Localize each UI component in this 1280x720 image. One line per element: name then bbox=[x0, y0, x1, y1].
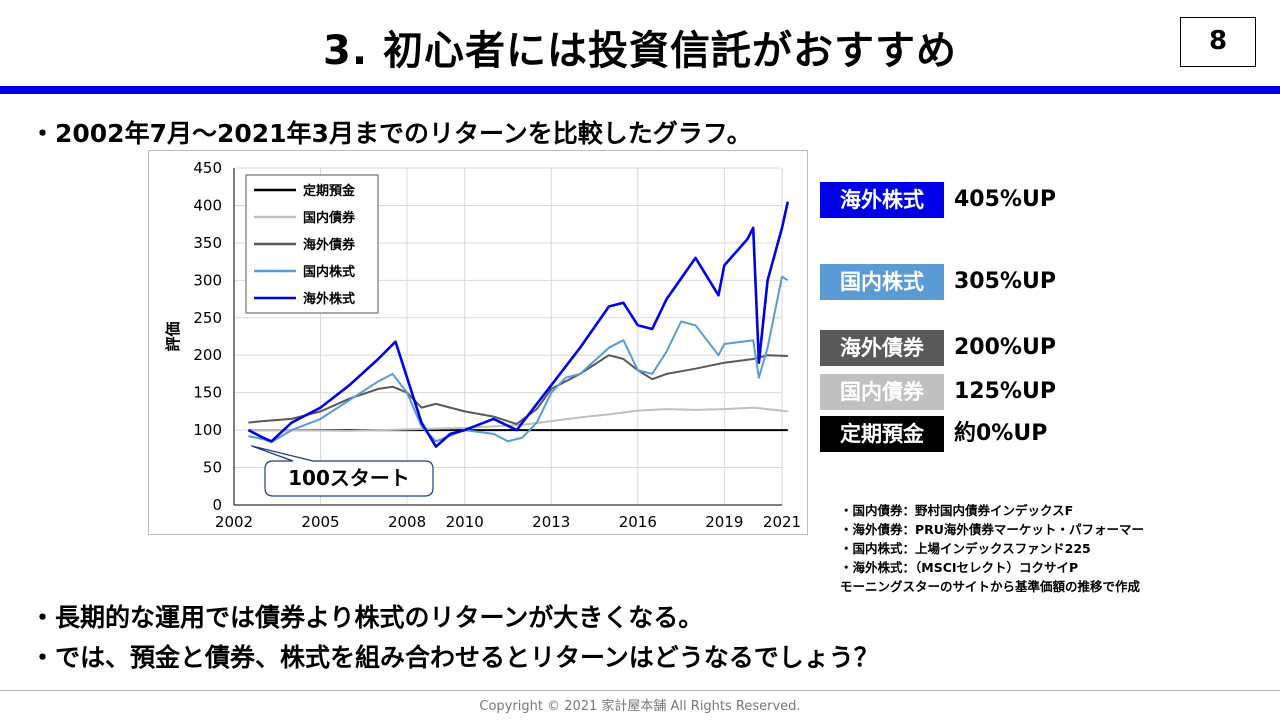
x-tick-label: 2019 bbox=[705, 513, 743, 531]
return-label-value: 125%UP bbox=[954, 379, 1056, 404]
return-label-value: 約0%UP bbox=[954, 421, 1048, 446]
x-tick-label: 2021 bbox=[763, 513, 801, 531]
x-tick-label: 2013 bbox=[532, 513, 570, 531]
return-label-tag: 海外債券 bbox=[820, 330, 944, 366]
y-tick-label: 0 bbox=[212, 496, 222, 514]
legend-label: 定期預金 bbox=[302, 183, 356, 199]
y-tick-label: 50 bbox=[203, 459, 222, 477]
series-line bbox=[248, 406, 788, 432]
footer-divider bbox=[0, 690, 1280, 691]
return-label-value: 305%UP bbox=[954, 269, 1056, 294]
y-tick-label: 200 bbox=[193, 346, 222, 364]
series-line bbox=[247, 201, 790, 448]
start-callout-text: 100スタート bbox=[288, 466, 410, 490]
legend-label: 海外株式 bbox=[303, 291, 355, 307]
x-tick-label: 2005 bbox=[301, 513, 339, 531]
copyright-footer: Copyright © 2021 家計屋本舗 All Rights Reserv… bbox=[479, 699, 801, 714]
x-tick-label: 2010 bbox=[446, 513, 484, 531]
return-label-tag: 海外株式 bbox=[820, 182, 944, 218]
x-tick-label: 2002 bbox=[215, 513, 253, 531]
x-tick-label: 2008 bbox=[388, 513, 426, 531]
note-line: モーニングスターのサイトから基準価額の推移で作成 bbox=[840, 579, 1141, 594]
note-line: ・国内株式：上場インデックスファンド225 bbox=[840, 541, 1091, 556]
conclusion-bullet-1: ・長期的な運用では債券より株式のリターンが大きくなる。 bbox=[30, 603, 704, 632]
note-line: ・国内債券：野村国内債券インデックスF bbox=[840, 503, 1074, 518]
x-tick-label: 2016 bbox=[619, 513, 657, 531]
y-axis-label: 評価 bbox=[164, 321, 182, 351]
y-tick-label: 300 bbox=[193, 271, 222, 289]
note-line: ・海外債券：PRU海外債券マーケット・パフォーマー bbox=[840, 522, 1144, 537]
return-line-chart: 0 50 100 150 200 250 300 350 400 450 2002 2005 2008 2… bbox=[164, 159, 801, 531]
data-source-notes: ・国内債券：野村国内債券インデックスF ・海外債券：PRU海外債券マーケット・パ… bbox=[840, 501, 1144, 596]
y-tick-label: 250 bbox=[193, 309, 222, 327]
y-tick-label: 150 bbox=[193, 384, 222, 402]
page-title: 3. 初心者には投資信託がおすすめ bbox=[323, 28, 957, 74]
series-line bbox=[248, 275, 789, 444]
note-line: ・海外株式：（MSCIセレクト）コクサイP bbox=[840, 560, 1079, 575]
legend-label: 国内債券 bbox=[303, 210, 356, 226]
y-tick-label: 450 bbox=[193, 159, 222, 177]
return-label-value: 200%UP bbox=[954, 335, 1056, 360]
y-tick-label: 100 bbox=[193, 421, 222, 439]
return-label-tag: 国内株式 bbox=[820, 264, 944, 300]
return-label-tag: 国内債券 bbox=[820, 374, 944, 410]
page-number: 8 bbox=[1180, 17, 1256, 67]
return-label-value: 405%UP bbox=[954, 187, 1056, 212]
start-callout-bubble bbox=[251, 445, 434, 497]
y-tick-label: 350 bbox=[193, 234, 222, 252]
y-tick-label: 400 bbox=[193, 196, 222, 214]
conclusion-bullet-2: ・では、預金と債券、株式を組み合わせるとリターンはどうなるでしょう？ bbox=[30, 643, 879, 672]
intro-bullet: ・2002年7月～2021年3月までのリターンを比較したグラフ。 bbox=[30, 119, 752, 148]
title-divider bbox=[0, 86, 1280, 94]
legend-label: 海外債券 bbox=[303, 237, 356, 253]
return-label-tag: 定期預金 bbox=[820, 416, 944, 452]
legend-label: 国内株式 bbox=[303, 264, 355, 280]
